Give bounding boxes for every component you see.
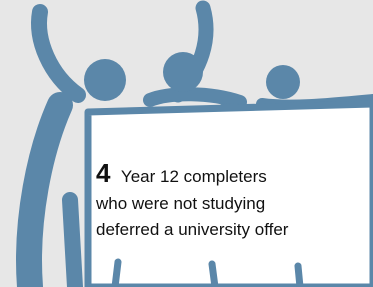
left-leg (70, 200, 75, 287)
stat-number: 4 (96, 158, 111, 188)
infographic: 4 Year 12 completers who were not studyi… (0, 0, 373, 287)
stat-line: who were not studying (95, 194, 265, 213)
page: 4 Year 12 completers who were not studyi… (0, 0, 373, 287)
right-head (266, 65, 300, 99)
stat-line: Year 12 completers (121, 167, 267, 186)
stat-line: deferred a university offer (96, 220, 289, 239)
left-head (84, 59, 126, 101)
middle-head (163, 52, 203, 92)
middle-shoulders (150, 94, 240, 102)
